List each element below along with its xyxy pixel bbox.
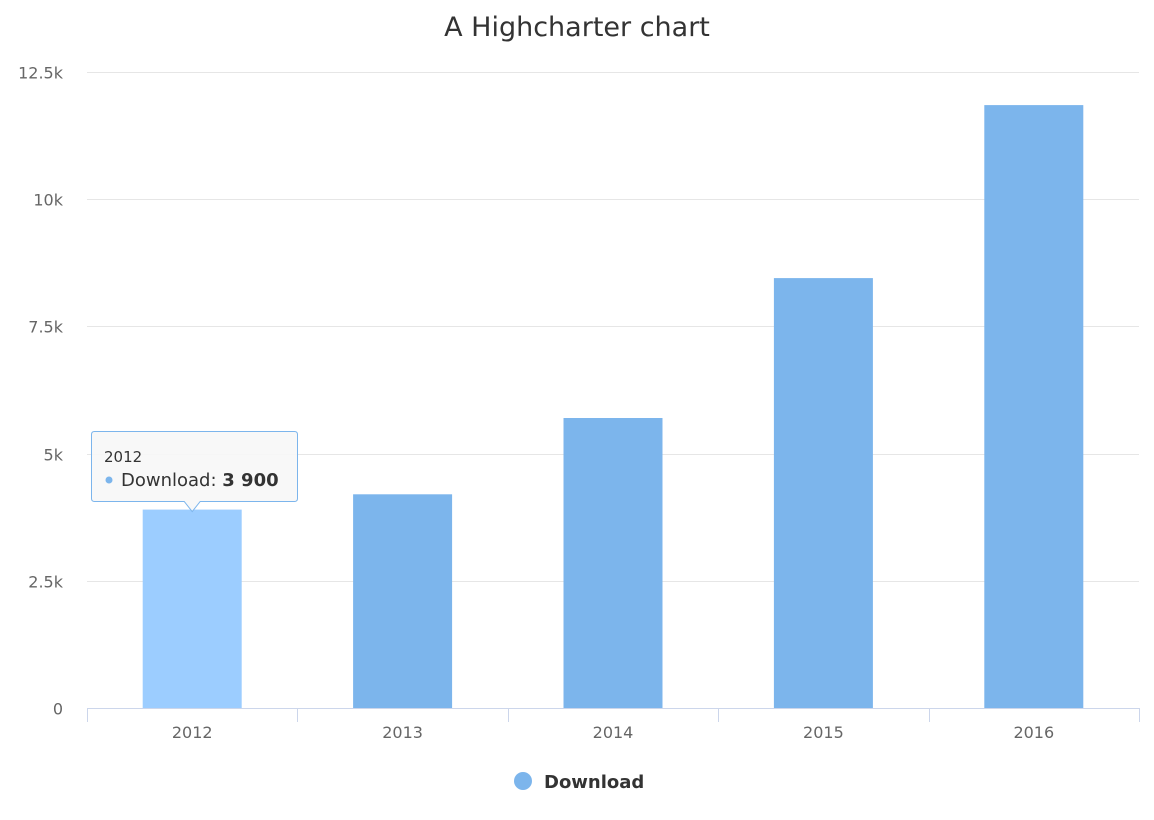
legend-marker [514,772,532,790]
tooltip-body: Download: 3 900 [121,470,279,491]
tooltip-header: 2012 [104,448,142,466]
x-tick-label: 2012 [172,723,213,742]
tooltip-value: 3 900 [222,470,278,491]
x-tick-label: 2013 [382,723,423,742]
y-tick-label: 5k [44,446,64,465]
tooltip-series-dot [105,476,113,484]
x-tick-label: 2015 [803,723,844,742]
tooltip-series-label: Download: [121,470,222,491]
chart-title: A Highcharter chart [444,12,710,43]
x-tick-label: 2014 [593,723,634,742]
bar-2012[interactable] [142,509,242,708]
x-axis: 2012 2013 2014 2015 2016 [87,708,1140,742]
bar-2015[interactable] [773,278,873,708]
tooltip-box [91,431,298,513]
y-tick-label: 10k [33,191,63,210]
y-tick-label: 12.5k [18,64,64,83]
y-axis-labels: 0 2.5k 5k 7.5k 10k 12.5k [18,64,64,719]
y-tick-label: 0 [53,700,63,719]
bar-2014[interactable] [563,418,663,708]
y-tick-label: 7.5k [28,318,63,337]
legend-label: Download [544,772,644,793]
bar-2016[interactable] [984,105,1084,709]
legend-item[interactable]: Download [514,772,644,793]
y-tick-label: 2.5k [28,573,63,592]
bars [142,105,1084,709]
tooltip: 2012 Download: 3 900 [91,431,298,513]
x-tick-label: 2016 [1013,723,1054,742]
bar-2013[interactable] [353,494,453,708]
